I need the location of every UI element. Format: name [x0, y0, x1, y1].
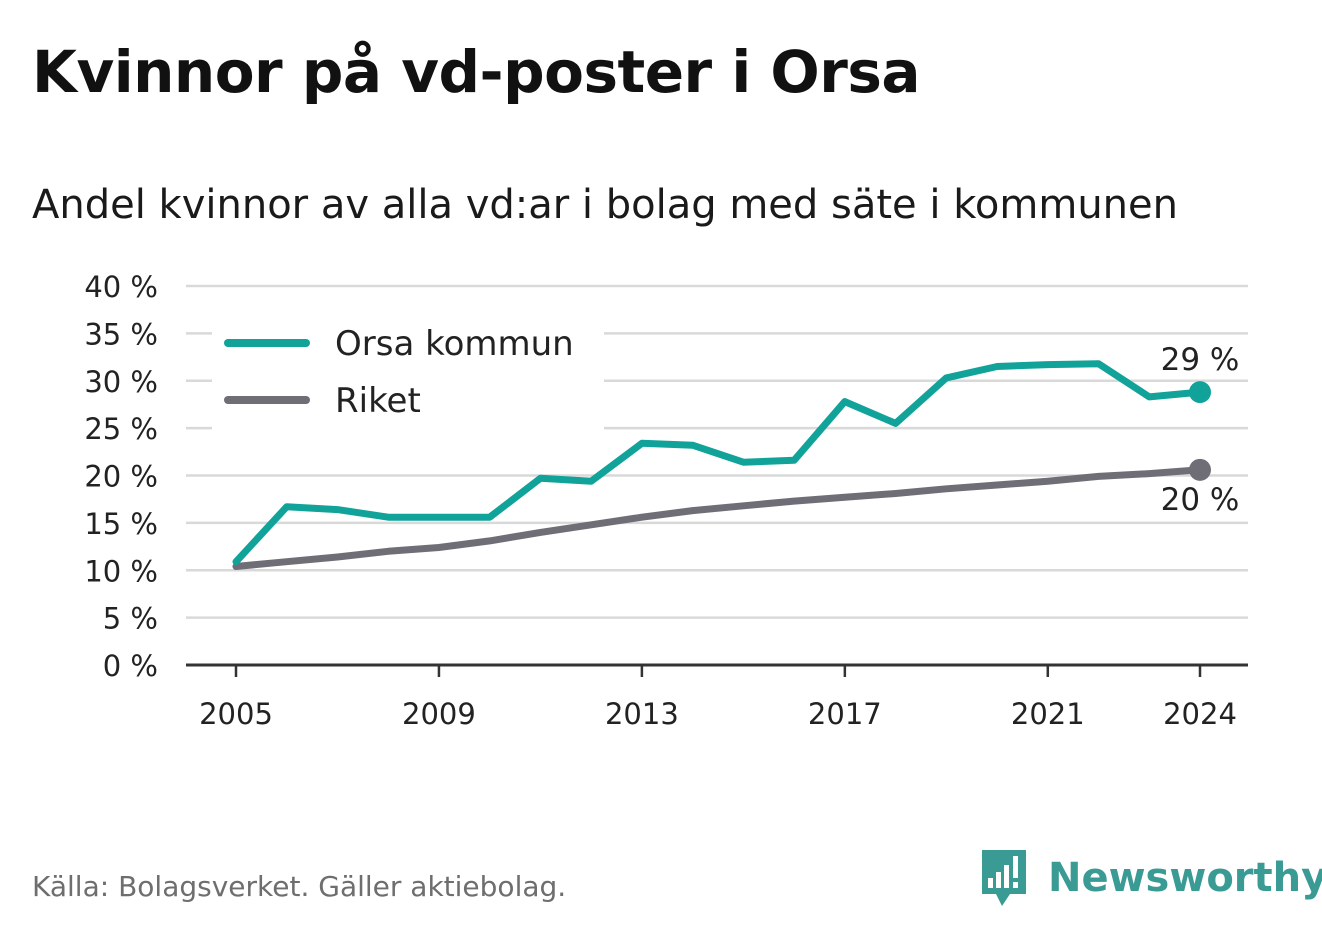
x-tick-label: 2024 — [1163, 697, 1237, 731]
y-tick-label: 15 % — [84, 507, 158, 541]
y-tick-label: 10 % — [84, 554, 158, 588]
x-tick-label: 2009 — [402, 697, 476, 731]
x-tick-label: 2021 — [1011, 697, 1085, 731]
y-tick-label: 20 % — [84, 460, 158, 494]
end-value-label: 29 % — [1161, 342, 1240, 378]
legend: Orsa kommun Riket — [212, 318, 604, 430]
y-tick-label: 30 % — [84, 365, 158, 399]
source-note: Källa: Bolagsverket. Gäller aktiebolag. — [32, 870, 567, 903]
series-lines — [232, 360, 1211, 570]
chart-subtitle: Andel kvinnor av alla vd:ar i bolag med … — [32, 182, 1178, 228]
y-tick-label: 25 % — [84, 412, 158, 446]
x-axis: 2005 2009 2013 2017 2021 2024 — [186, 663, 1248, 731]
y-axis-ticks: 0 % 5 % 10 % 15 % 20 % 25 % 30 % 35 % 40 % — [84, 270, 158, 683]
series-line-orsa-kommun — [232, 360, 1204, 566]
y-tick-label: 5 % — [103, 602, 158, 636]
y-tick-label: 40 % — [84, 270, 158, 304]
legend-label: Orsa kommun — [335, 324, 574, 364]
y-tick-label: 0 % — [103, 649, 158, 683]
brand-logo: Newsworthy — [980, 848, 1322, 908]
series-end-point — [1189, 458, 1211, 481]
end-labels: 29 % 20 % — [1161, 342, 1240, 518]
newsworthy-logo-icon — [982, 850, 1026, 906]
legend-background — [212, 318, 604, 430]
x-tick-label: 2017 — [808, 697, 882, 731]
end-value-label: 20 % — [1161, 482, 1240, 518]
x-tick-label: 2013 — [605, 697, 679, 731]
y-tick-label: 35 % — [84, 317, 158, 351]
series-end-point — [1189, 381, 1211, 404]
x-tick-label: 2005 — [199, 697, 273, 731]
chart-title: Kvinnor på vd-poster i Orsa — [32, 38, 921, 106]
brand-name: Newsworthy — [1048, 855, 1322, 901]
series-line-riket — [232, 466, 1204, 570]
legend-label: Riket — [335, 381, 421, 421]
